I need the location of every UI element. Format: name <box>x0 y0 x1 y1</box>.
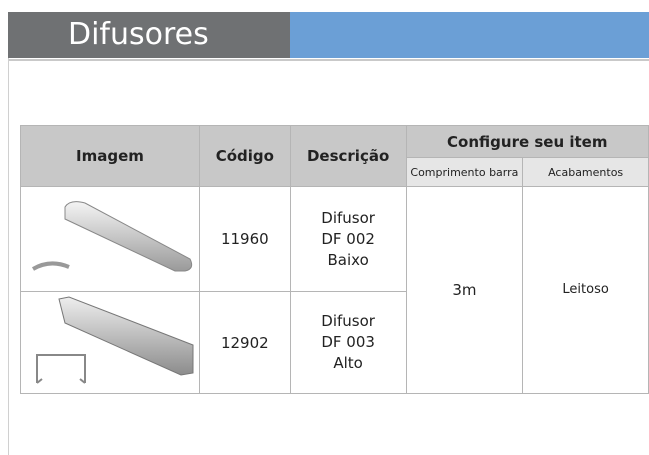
column-header: Descrição <box>289 125 407 187</box>
finish-cell: Leitoso <box>522 186 649 394</box>
column-header: Configure seu item <box>405 125 649 158</box>
page-title: Difusores <box>68 17 209 52</box>
column-header: Imagem <box>20 125 200 187</box>
subcolumn-header: Acabamentos <box>522 157 649 187</box>
description-line: Difusor <box>321 208 375 227</box>
description-line: DF 003 <box>321 333 375 351</box>
image-cell <box>20 291 200 394</box>
subcolumn-header: Comprimento barra <box>405 157 524 187</box>
column-header: Código <box>198 125 291 187</box>
product-table: Imagem Código Descrição Configure seu it… <box>20 125 649 394</box>
description-cell: Difusor DF 003 Alto <box>289 291 407 394</box>
code-cell: 11960 <box>198 186 291 292</box>
description-line: Alto <box>333 354 363 372</box>
divider <box>8 59 649 61</box>
header-band-accent <box>290 12 649 58</box>
description-line: Baixo <box>327 250 369 269</box>
header-band <box>8 12 290 58</box>
description-cell: Difusor DF 002 Baixo <box>289 186 407 292</box>
description-line: Difusor <box>321 312 375 330</box>
image-cell <box>20 186 200 292</box>
description-line: DF 002 <box>321 229 375 248</box>
divider <box>8 58 9 455</box>
length-cell: 3m <box>405 186 524 394</box>
code-cell: 12902 <box>198 291 291 394</box>
product-image <box>35 295 194 384</box>
product-image <box>31 201 193 272</box>
